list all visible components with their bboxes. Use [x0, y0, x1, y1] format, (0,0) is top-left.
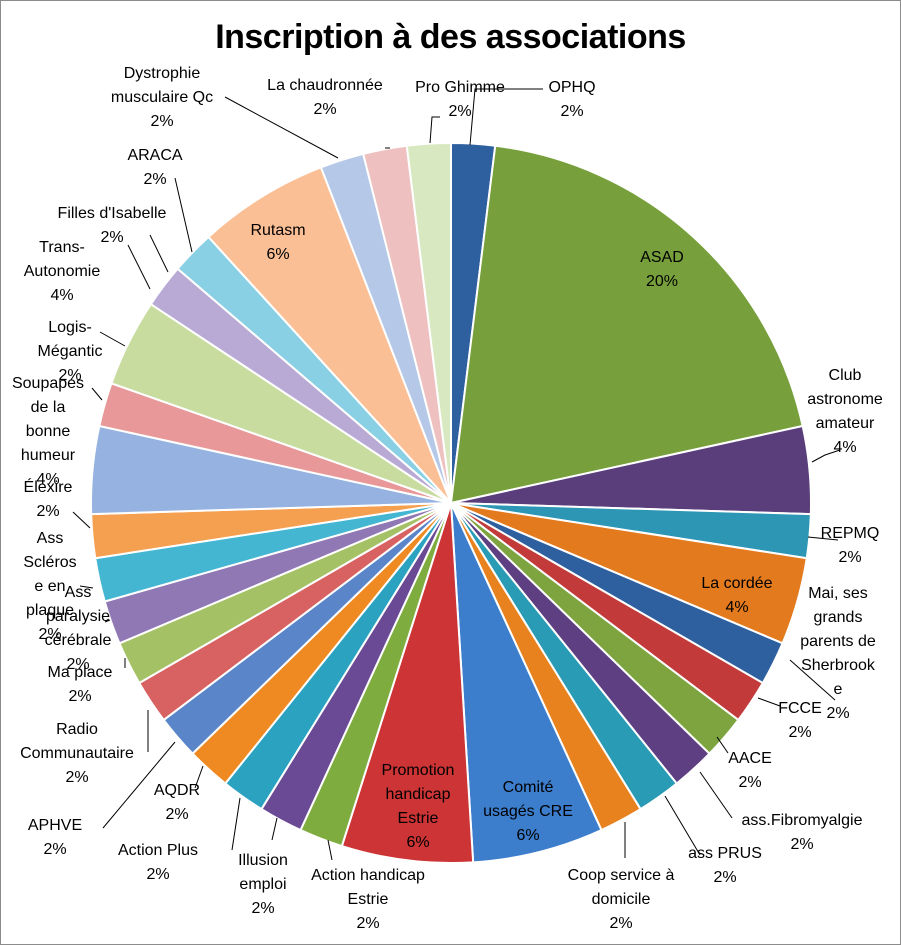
slice-label-1: OPHQ 2% — [548, 79, 595, 120]
slice-label-31: La chaudronnée 2% — [267, 77, 383, 118]
slice-label-15: Illusion emploi 2% — [238, 852, 288, 917]
leader-line-3 — [811, 449, 841, 463]
slice-label-5: La cordée 4% — [701, 575, 772, 616]
slice-label-26: Trans-Autonomie 4% — [24, 239, 101, 304]
slice-label-28: ARACA 2% — [127, 147, 182, 188]
leader-line-32 — [429, 116, 440, 144]
slice-label-3: Club astronome amateur 4% — [807, 367, 883, 456]
slice-label-10: ass PRUS 2% — [688, 845, 762, 886]
slice-label-7: FCCE 2% — [778, 700, 822, 741]
leader-line-1 — [469, 88, 543, 146]
slice-label-18: APHVE 2% — [28, 817, 82, 858]
slice-label-30: Dystrophie musculaire Qc 2% — [111, 65, 213, 130]
leader-line-17 — [194, 765, 204, 789]
leader-line-21 — [104, 619, 111, 623]
leader-line-14 — [327, 839, 333, 861]
chart-title: Inscription à des associations — [215, 18, 686, 56]
slice-label-32: Pro Ghimme 2% — [415, 79, 505, 120]
leader-lines — [72, 88, 841, 861]
leader-line-28 — [174, 177, 193, 253]
slice-label-8: AACE 2% — [728, 750, 772, 791]
leader-line-15 — [271, 817, 278, 841]
leader-line-23 — [72, 511, 91, 529]
slice-label-19: Radio Communautaire 2% — [20, 721, 134, 786]
slice-label-16: Action Plus 2% — [118, 842, 198, 883]
slice-label-9: ass.Fibromyalgie 2% — [742, 812, 863, 853]
slice-label-29: Rutasm 6% — [250, 222, 305, 263]
slice-label-2: ASAD 20% — [640, 249, 684, 290]
leader-line-6 — [789, 659, 836, 701]
leader-line-10 — [664, 795, 701, 856]
leader-line-30 — [224, 96, 339, 159]
leader-line-27 — [149, 234, 169, 273]
slice-label-24: Soupapes de la bonne humeur 4% — [12, 375, 84, 488]
pie-slices — [90, 141, 812, 864]
leader-line-24 — [91, 387, 103, 401]
slice-label-11: Coop service à domicile 2% — [568, 867, 675, 932]
slice-label-27: Filles d'Isabelle 2% — [58, 205, 167, 246]
leader-line-18 — [102, 741, 176, 829]
pie-outline — [90, 142, 812, 864]
slice-labels: OPHQ 2% ASAD 20% Club astronome amateur 4% REPMQ… — [12, 65, 883, 932]
leader-line-4 — [807, 536, 839, 541]
slice-label-6: Mai, ses grands parents de Sherbrook e 2% — [800, 585, 876, 722]
leader-line-25 — [99, 331, 126, 347]
leader-line-9 — [699, 771, 733, 819]
slice-label-12: Comité usagés CRE 6% — [483, 779, 573, 844]
slice-label-21: Ass paralysie cérébrale 2% — [45, 584, 112, 673]
leader-line-22 — [79, 585, 94, 589]
slice-label-25: Logis-Mégantic 2% — [38, 319, 103, 384]
leader-line-7 — [757, 697, 781, 707]
slice-label-17: AQDR 2% — [154, 782, 200, 823]
slice-label-13: Promotion handicap Estrie 6% — [382, 762, 455, 851]
slice-label-22: Ass Scléros e en plaque 2% — [23, 530, 76, 643]
slice-label-4: REPMQ 2% — [821, 525, 880, 566]
slice-label-20: Ma place 2% — [48, 664, 113, 705]
leader-line-16 — [231, 797, 241, 851]
slice-label-23: Élexire 2% — [24, 477, 73, 520]
leader-line-26 — [127, 244, 151, 290]
leader-line-8 — [716, 736, 729, 754]
slice-label-14: Action handicap Estrie 2% — [311, 867, 425, 932]
